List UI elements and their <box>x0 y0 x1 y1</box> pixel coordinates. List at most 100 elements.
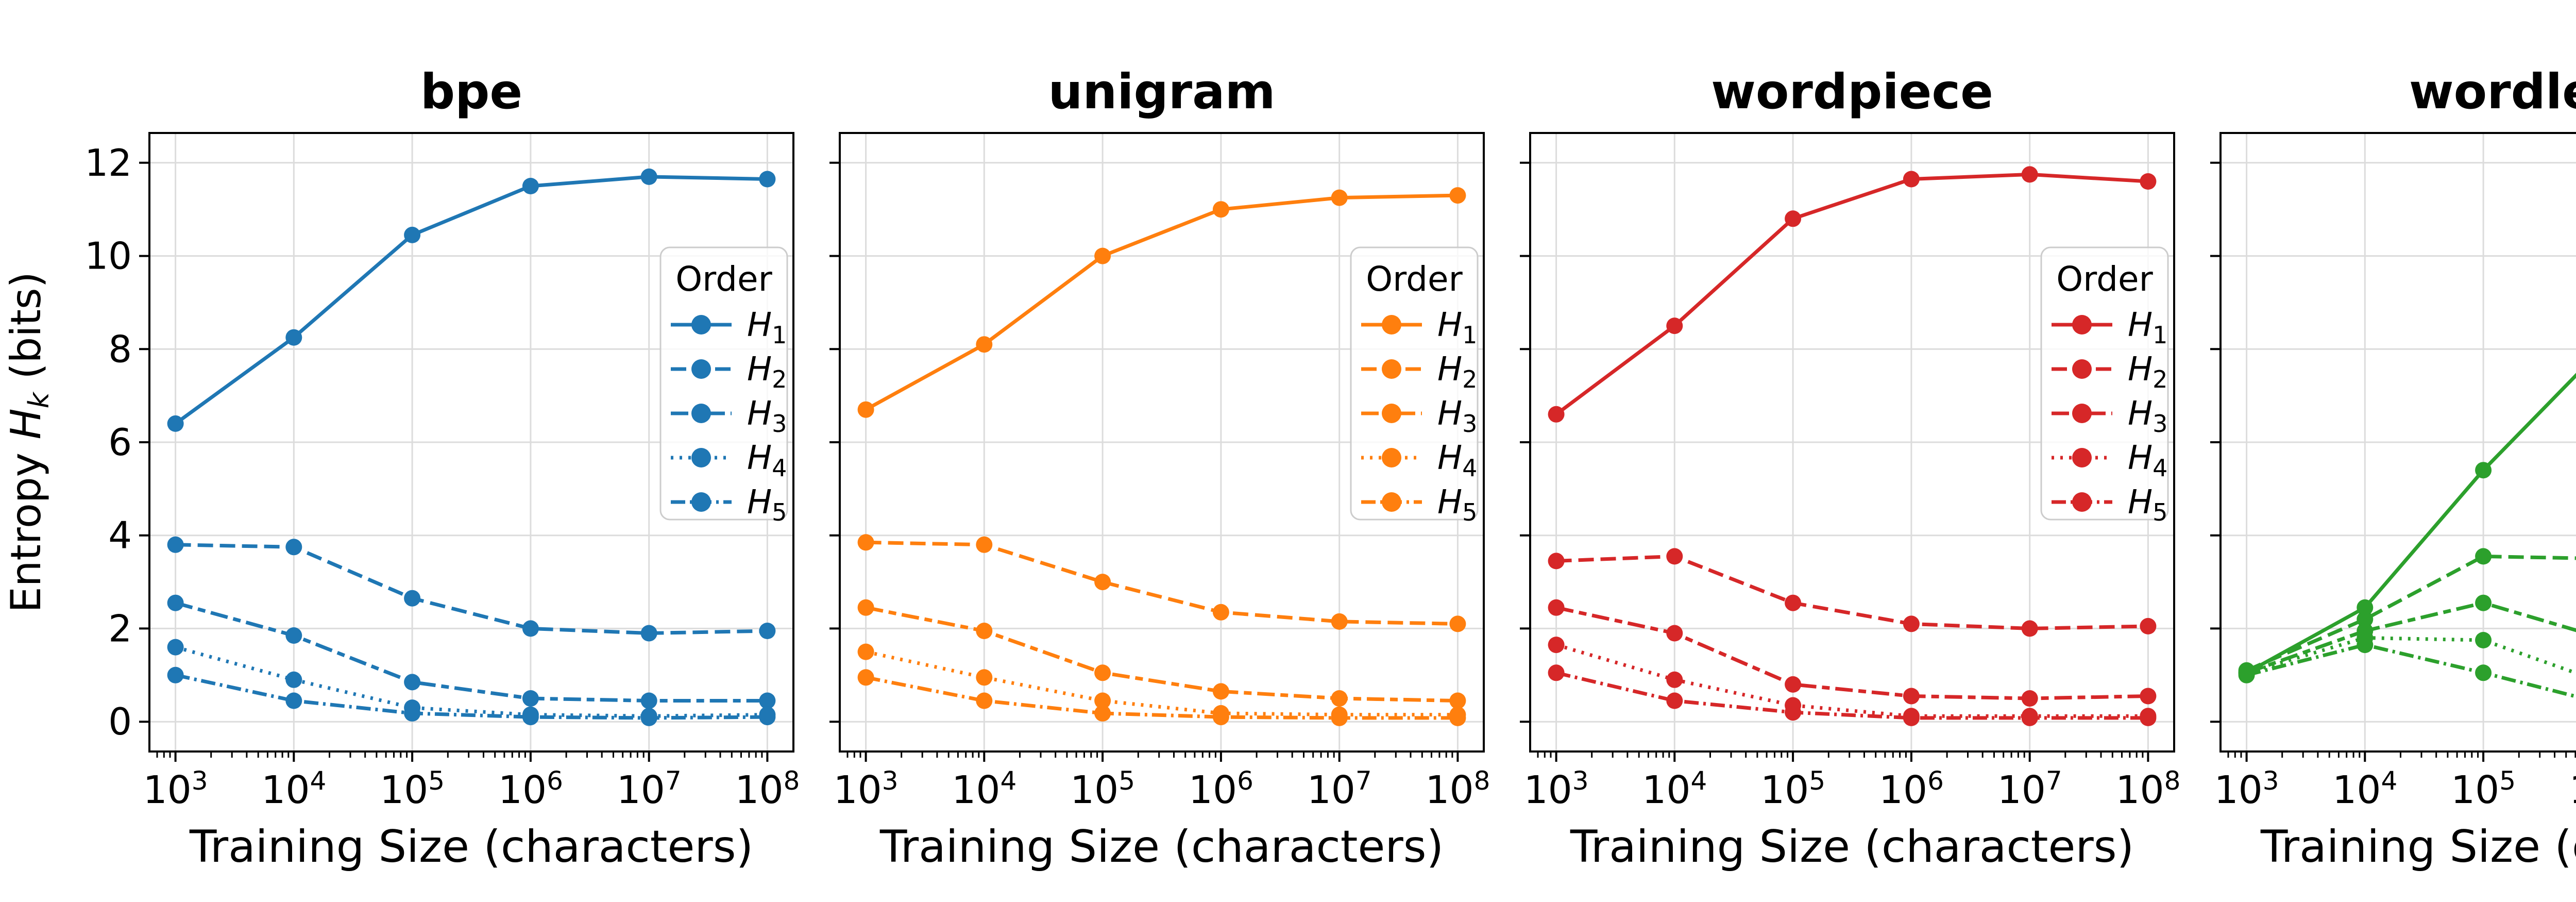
y-axis-label-prefix: Entropy <box>2 440 50 613</box>
x-tick-label-base: 10 <box>617 768 665 812</box>
data-point-marker <box>1331 709 1348 726</box>
y-axis-label-subscript: k <box>23 391 55 408</box>
legend-label-base: H <box>1437 395 1462 433</box>
legend-title: Order <box>1366 259 1463 299</box>
x-tick-label: 104 <box>1642 766 1707 812</box>
data-point-marker <box>857 643 874 660</box>
x-tick-label-base: 10 <box>261 768 310 812</box>
data-point-marker <box>2475 664 2492 681</box>
x-tick-label: 105 <box>2451 766 2516 812</box>
data-point-marker <box>1548 599 1565 616</box>
series-H3-markers <box>167 594 776 709</box>
legend-title: Order <box>2056 259 2153 299</box>
legend-label: H5 <box>2128 483 2167 526</box>
data-point-marker <box>857 401 874 418</box>
data-point-marker <box>640 709 657 726</box>
data-point-marker <box>1449 709 1466 726</box>
legend-entry-H4: H4 <box>671 439 787 482</box>
data-point-marker <box>1548 637 1565 654</box>
data-point-marker <box>1331 690 1348 707</box>
series-group <box>2238 373 2576 698</box>
x-tick-label-exponent: 4 <box>2381 766 2397 796</box>
legend-label-subscript: 2 <box>772 365 787 393</box>
series-H1-markers <box>167 168 776 432</box>
series-H4-line <box>175 645 768 718</box>
legend-label-base: H <box>747 439 772 477</box>
series-H2-line <box>2246 554 2576 673</box>
series-H3-markers <box>857 599 1466 709</box>
legend-label-base: H <box>747 483 772 522</box>
legend-entry-H5: H5 <box>2052 483 2167 526</box>
data-point-marker <box>285 627 302 644</box>
x-tick-label-base: 10 <box>1307 768 1355 812</box>
data-point-marker <box>2140 709 2157 726</box>
data-point-marker <box>285 692 302 709</box>
legend-box <box>659 246 788 521</box>
legend-label-base: H <box>2128 350 2153 389</box>
data-point-marker <box>857 669 874 686</box>
series-H3-line <box>175 601 768 703</box>
legend-label: H5 <box>747 483 787 526</box>
data-point-marker <box>2238 666 2255 683</box>
series-H5-line <box>175 673 768 720</box>
legend-swatch-marker <box>1382 448 1401 467</box>
legend-label-base: H <box>2128 439 2153 477</box>
y-tick-label: 4 <box>108 514 132 557</box>
data-point-marker <box>640 168 657 185</box>
series-H2-markers <box>857 534 1466 632</box>
series-H1-markers <box>857 187 1466 418</box>
x-tick-label: 104 <box>2332 766 2397 812</box>
legend-label-subscript: 3 <box>2153 410 2167 438</box>
x-tick-label: 107 <box>617 766 682 812</box>
x-tick-label-base: 10 <box>952 768 1000 812</box>
subplot-title: wordlevel <box>2409 64 2576 120</box>
legend-label-subscript: 2 <box>2153 365 2167 393</box>
data-point-marker <box>1548 406 1565 423</box>
legend-label-subscript: 1 <box>772 321 787 349</box>
legend-label-base: H <box>2128 483 2153 522</box>
data-point-marker <box>857 534 874 551</box>
legend-label: H1 <box>747 306 787 349</box>
data-point-marker <box>404 705 421 722</box>
series-H2-line <box>175 543 768 635</box>
x-tick-label: 108 <box>1425 766 1490 812</box>
series-H2-markers <box>1548 548 2157 637</box>
legend-entry-H2: H2 <box>2052 350 2167 393</box>
data-point-marker <box>857 599 874 616</box>
series-H3-line <box>2246 601 2576 675</box>
data-point-marker <box>2357 611 2374 628</box>
legend-box <box>2040 246 2169 521</box>
data-point-marker <box>2140 173 2157 190</box>
x-tick-label: 106 <box>1879 766 1944 812</box>
data-point-marker <box>2021 690 2038 707</box>
legend-swatch-marker <box>2072 404 2092 423</box>
legend-label: H1 <box>2128 306 2167 349</box>
series-H1-line <box>1555 172 2148 416</box>
x-axis-label: Training Size (characters) <box>189 821 753 873</box>
series-group <box>167 168 776 726</box>
legend-label: H3 <box>2128 395 2167 438</box>
data-point-marker <box>1331 189 1348 206</box>
data-point-marker <box>1094 574 1111 591</box>
data-point-marker <box>2140 688 2157 705</box>
data-point-marker <box>976 623 993 639</box>
legend-entry-H1: H1 <box>1361 306 1477 349</box>
x-tick-label-exponent: 4 <box>1000 766 1016 796</box>
x-tick-label: 103 <box>2214 766 2279 812</box>
x-tick-label: 104 <box>261 766 326 812</box>
x-tick-label-base: 10 <box>2451 768 2499 812</box>
legend-label: H2 <box>2128 350 2167 393</box>
legend-label: H1 <box>1437 306 1477 349</box>
legend-title: Order <box>675 259 772 299</box>
data-point-marker <box>1785 676 1802 693</box>
series-H3-markers <box>1548 599 2157 707</box>
subplot-title: bpe <box>420 64 522 120</box>
x-tick-label: 107 <box>1997 766 2062 812</box>
x-tick-label-exponent: 3 <box>192 766 208 796</box>
data-point-marker <box>2021 620 2038 637</box>
legend-swatch-marker <box>691 404 711 423</box>
